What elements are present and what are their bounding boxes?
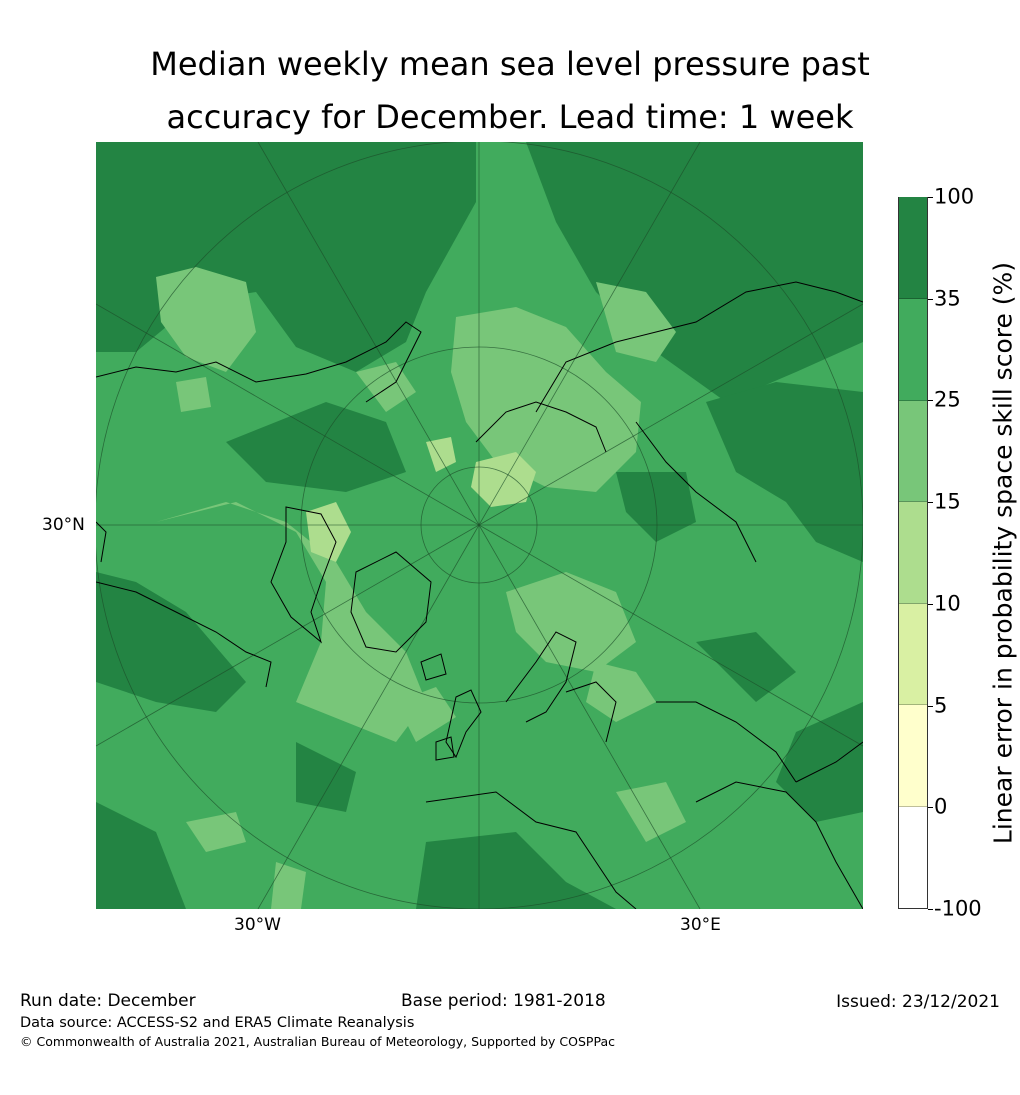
- skill-score-map: [96, 142, 863, 909]
- category-15-25-regions: [156, 267, 686, 909]
- colorbar-tick-label: 5: [934, 693, 948, 718]
- colorbar-tick-label: 15: [934, 489, 961, 514]
- issued-date: Issued: 23/12/2021: [836, 992, 1000, 1012]
- base-period: Base period: 1981-2018: [401, 991, 606, 1011]
- colorbar-segment: [899, 602, 927, 706]
- colorbar-tick-label: 100: [934, 184, 975, 209]
- colorbar-tick-mark: [928, 603, 933, 605]
- colorbar-tick-label: -100: [934, 896, 982, 921]
- colorbar-segment: [899, 704, 927, 807]
- colorbar-tick-mark: [928, 705, 933, 707]
- colorbar-tick-mark: [928, 909, 933, 910]
- colorbar-tick-mark: [928, 502, 933, 504]
- title-line-1: Median weekly mean sea level pressure pa…: [150, 45, 870, 83]
- colorbar-tick-label: 35: [934, 286, 961, 311]
- colorbar-tick-label: 25: [934, 387, 961, 412]
- latitude-label: 30°N: [42, 515, 85, 535]
- category-35-100-regions: [96, 142, 863, 909]
- colorbar-label: Linear error in probability space skill …: [988, 261, 1018, 845]
- coastlines: [96, 281, 863, 909]
- colorbar-tick-mark: [928, 197, 933, 198]
- run-date: Run date: December: [20, 991, 196, 1011]
- title-line-2: accuracy for December. Lead time: 1 week: [166, 98, 854, 136]
- colorbar-tick-label: 0: [934, 794, 948, 819]
- colorbar-tick-mark: [928, 298, 933, 300]
- longitude-east-label: 30°E: [680, 915, 721, 935]
- colorbar-segment: [899, 806, 927, 908]
- data-source: Data source: ACCESS-S2 and ERA5 Climate …: [20, 1015, 415, 1031]
- colorbar-tick-mark: [928, 807, 933, 809]
- colorbar-segment: [899, 298, 927, 401]
- longitude-west-label: 30°W: [234, 915, 281, 935]
- graticule: [96, 142, 863, 909]
- colorbar-segment: [899, 501, 927, 604]
- copyright: © Commonwealth of Australia 2021, Austra…: [20, 1034, 615, 1049]
- colorbar-segment: [899, 197, 927, 300]
- colorbar-segment: [899, 399, 927, 503]
- colorbar-tick-label: 10: [934, 591, 961, 616]
- map-title: Median weekly mean sea level pressure pa…: [0, 38, 1020, 144]
- colorbar-tick-mark: [928, 400, 933, 402]
- colorbar: [898, 197, 928, 909]
